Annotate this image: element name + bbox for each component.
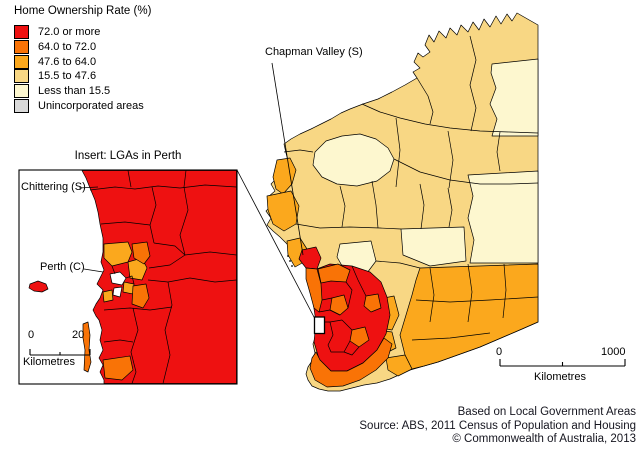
legend-swatch-amber — [14, 54, 29, 69]
legend-item-label: 64.0 to 72.0 — [38, 41, 97, 54]
legend-item-label: 72.0 or more — [38, 26, 101, 39]
legend-item-label: 15.5 to 47.6 — [38, 70, 97, 83]
legend-item: 47.6 to 64.0 — [14, 54, 151, 69]
legend-swatch-tan — [14, 69, 29, 84]
legend-swatch-orange-red — [14, 40, 29, 55]
chapman-valley-label: Chapman Valley (S) — [265, 46, 363, 58]
offshore-islands — [287, 255, 293, 267]
legend-item: 64.0 to 72.0 — [14, 40, 151, 55]
inset-river-areas — [109, 271, 127, 298]
inset-scalebar-end: 20 — [72, 329, 85, 341]
inset-scalebar-unit: Kilometres — [23, 356, 75, 368]
inset-regions-47-6-to-64 — [102, 241, 148, 303]
legend-item: Unincorporated areas — [14, 98, 151, 113]
chittering-leader-line — [78, 186, 99, 189]
perth-leader-line — [83, 268, 104, 273]
legend-item: 72.0 or more — [14, 25, 151, 40]
legend-item-label: Unincorporated areas — [38, 99, 144, 112]
legend-item: 15.5 to 47.6 — [14, 69, 151, 84]
perth-label: Perth (C) — [40, 261, 85, 273]
lga-boundaries — [283, 35, 539, 356]
inset-leader-line — [236, 169, 315, 319]
source-line-2: Source: ABS, 2011 Census of Population a… — [359, 419, 636, 432]
chapman-valley-leader-line — [271, 62, 304, 256]
main-map — [236, 12, 626, 392]
legend-title: Home Ownership Rate (%) — [14, 5, 152, 17]
legend-swatch-cream — [14, 84, 29, 99]
inset-scalebar — [29, 349, 91, 356]
inset-map — [18, 169, 238, 385]
chittering-label: Chittering (S) — [21, 181, 86, 193]
inset-scalebar-start: 0 — [28, 329, 35, 341]
legend-item-label: 47.6 to 64.0 — [38, 55, 97, 68]
inset-lga-boundaries — [89, 170, 237, 384]
legend: Home Ownership Rate (%) 72.0 or more 64.… — [14, 5, 151, 113]
inset-title: Insert: LGAs in Perth — [74, 150, 182, 162]
source-line-3: © Commonwealth of Australia, 2013 — [452, 433, 636, 445]
source-line-1: Based on Local Government Areas — [457, 406, 636, 418]
legend-item-label: Less than 15.5 — [38, 85, 111, 98]
main-scalebar-end: 1000 — [601, 346, 626, 358]
legend-item: Less than 15.5 — [14, 84, 151, 99]
inset-land — [81, 170, 237, 384]
regions-64-to-72 — [305, 263, 393, 388]
perth-extent-box — [313, 316, 326, 335]
main-scalebar-unit: Kilometres — [534, 371, 586, 383]
inset-rottnest-island — [28, 280, 49, 293]
legend-swatch-grey — [14, 98, 29, 113]
main-scalebar-start: 0 — [496, 346, 503, 358]
inset-regions-64-to-72 — [82, 241, 151, 381]
source-attribution: Based on Local Government Areas Source: … — [359, 406, 636, 447]
main-scalebar — [499, 359, 626, 367]
legend-swatch-red — [14, 25, 29, 40]
